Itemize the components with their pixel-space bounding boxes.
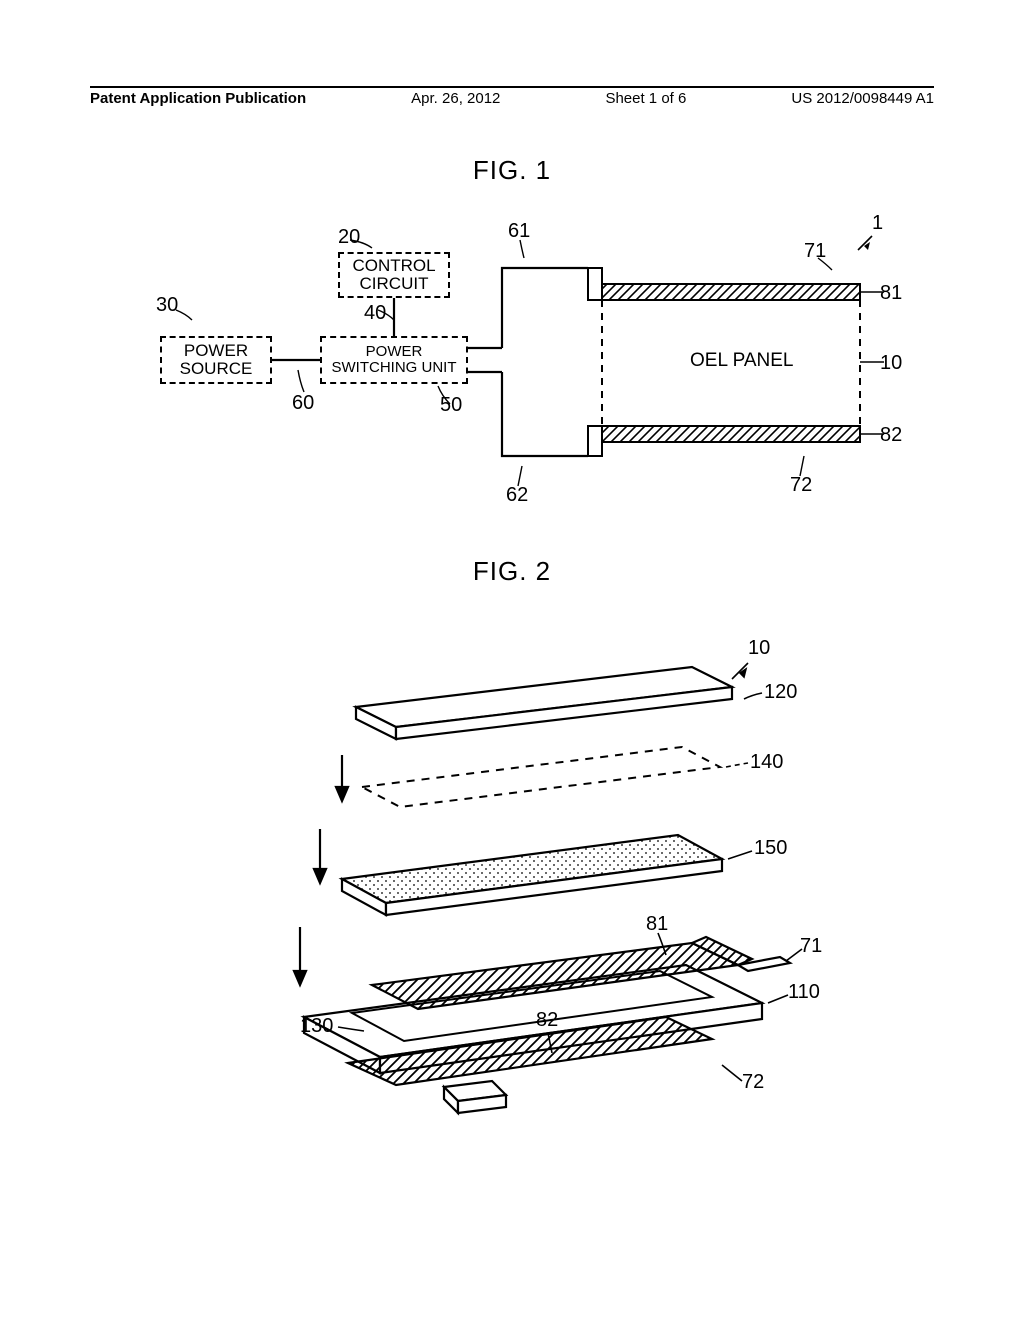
plate-140 — [362, 747, 720, 807]
ref-61: 61 — [508, 220, 530, 243]
fig1-diagram: CONTROL CIRCUIT POWER SOURCE POWER SWITC… — [132, 210, 892, 520]
power-source-label: POWER SOURCE — [180, 342, 253, 378]
fig2-svg — [192, 615, 832, 1135]
ref-81b: 81 — [646, 913, 668, 936]
ref-71: 71 — [804, 240, 826, 263]
page: Patent Application Publication Apr. 26, … — [0, 0, 1024, 1320]
power-switching-label: POWER SWITCHING UNIT — [332, 344, 457, 376]
oel-panel-label: OEL PANEL — [690, 350, 794, 372]
ref-40: 40 — [364, 302, 386, 325]
fig2-title: FIG. 2 — [90, 556, 934, 587]
ref-60: 60 — [292, 392, 314, 415]
ref-150: 150 — [754, 837, 787, 860]
ref-110: 110 — [788, 981, 820, 1004]
pub-number: US 2012/0098449 A1 — [791, 90, 934, 107]
ref-1: 1 — [872, 212, 883, 235]
pub-type: Patent Application Publication — [90, 90, 306, 107]
fig1-title: FIG. 1 — [90, 155, 934, 186]
page-header: Patent Application Publication Apr. 26, … — [90, 86, 934, 107]
control-circuit-box: CONTROL CIRCUIT — [338, 252, 450, 298]
ref-50: 50 — [440, 394, 462, 417]
power-switching-box: POWER SWITCHING UNIT — [320, 336, 468, 384]
assembly-arrows — [294, 755, 348, 985]
power-source-box: POWER SOURCE — [160, 336, 272, 384]
pub-date: Apr. 26, 2012 — [411, 90, 500, 107]
ref-130: 130 — [300, 1015, 333, 1038]
ref-10b: 10 — [748, 637, 770, 660]
ref-30: 30 — [156, 294, 178, 317]
ref-72b: 72 — [742, 1071, 764, 1094]
ref-20: 20 — [338, 226, 360, 249]
ref-82: 82 — [880, 424, 902, 447]
fig2-diagram: 10 120 140 150 110 71 81 130 82 72 — [192, 615, 832, 1135]
ref-72: 72 — [790, 474, 812, 497]
ref-82b: 82 — [536, 1009, 558, 1032]
ref-71b: 71 — [800, 935, 822, 958]
plate-150 — [342, 835, 722, 915]
ref-10a: 10 — [880, 352, 902, 375]
ref-62: 62 — [506, 484, 528, 507]
ref-140: 140 — [750, 751, 783, 774]
plate-120 — [356, 667, 732, 739]
control-circuit-label: CONTROL CIRCUIT — [352, 257, 435, 293]
ref-120: 120 — [764, 681, 797, 704]
ref-81: 81 — [880, 282, 902, 305]
sheet-num: Sheet 1 of 6 — [605, 90, 686, 107]
